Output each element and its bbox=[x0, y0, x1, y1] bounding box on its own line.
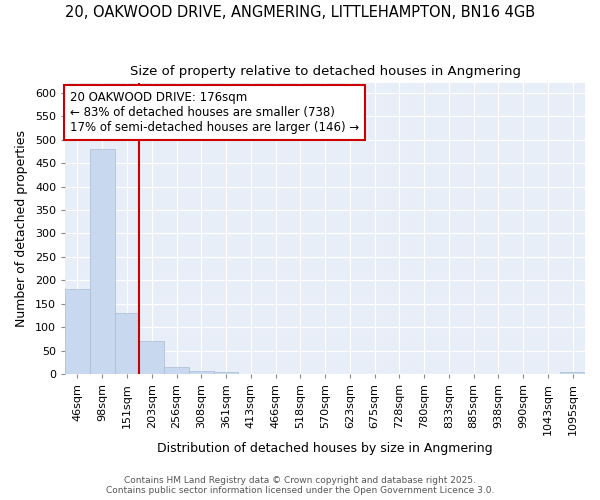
Bar bbox=[139, 342, 164, 374]
Y-axis label: Number of detached properties: Number of detached properties bbox=[15, 130, 28, 327]
Bar bbox=[90, 148, 115, 374]
Text: 20, OAKWOOD DRIVE, ANGMERING, LITTLEHAMPTON, BN16 4GB: 20, OAKWOOD DRIVE, ANGMERING, LITTLEHAMP… bbox=[65, 5, 535, 20]
Title: Size of property relative to detached houses in Angmering: Size of property relative to detached ho… bbox=[130, 65, 521, 78]
Bar bbox=[164, 366, 189, 374]
Bar bbox=[214, 372, 238, 374]
X-axis label: Distribution of detached houses by size in Angmering: Distribution of detached houses by size … bbox=[157, 442, 493, 455]
Bar bbox=[560, 372, 585, 374]
Text: 20 OAKWOOD DRIVE: 176sqm
← 83% of detached houses are smaller (738)
17% of semi-: 20 OAKWOOD DRIVE: 176sqm ← 83% of detach… bbox=[70, 90, 359, 134]
Bar bbox=[189, 371, 214, 374]
Bar bbox=[115, 313, 139, 374]
Text: Contains HM Land Registry data © Crown copyright and database right 2025.
Contai: Contains HM Land Registry data © Crown c… bbox=[106, 476, 494, 495]
Bar bbox=[65, 290, 90, 374]
